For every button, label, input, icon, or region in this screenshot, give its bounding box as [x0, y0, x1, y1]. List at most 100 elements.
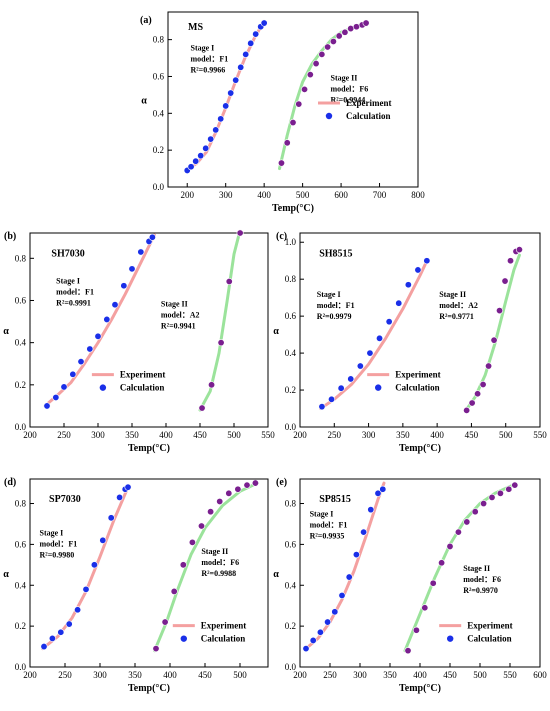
- stage-1-annotation: Stage I: [310, 510, 334, 519]
- calculation-point-stage-2: [152, 645, 160, 653]
- calculation-point-stage-2: [243, 481, 251, 489]
- chart-panel-5: (e) 200 250 300 350 400 450 500 550 600 0.0 0.2 0.4 0…: [273, 477, 547, 694]
- calculation-point-stage-1: [187, 163, 195, 171]
- y-axis-label: α: [141, 96, 147, 107]
- calculation-point-stage-1: [207, 135, 215, 143]
- calculation-point-stage-2: [198, 522, 206, 530]
- calculation-point-stage-1: [379, 485, 387, 493]
- x-axis-label: Temp(°C): [128, 683, 170, 694]
- y-tick-label: 0.8: [15, 253, 27, 263]
- calculation-point-stage-1: [374, 489, 382, 497]
- legend-calculation-swatch: [99, 384, 107, 391]
- y-tick-label: 0.6: [153, 71, 165, 81]
- calculation-point-stage-2: [362, 19, 370, 27]
- calculation-point-stage-2: [207, 508, 215, 516]
- x-tick-label: 250: [328, 430, 342, 440]
- calculation-point-stage-1: [237, 63, 245, 71]
- calculation-point-stage-2: [329, 37, 337, 45]
- calculation-point-stage-1: [338, 591, 346, 599]
- stage-2-annotation: model：F6: [463, 575, 501, 584]
- calculation-point-stage-2: [306, 71, 314, 79]
- calculation-point-stage-2: [283, 139, 291, 147]
- calculation-point-stage-1: [302, 645, 310, 653]
- calculation-point-stage-2: [485, 362, 493, 370]
- calculation-point-stage-1: [247, 39, 255, 47]
- experiment-line-stage-2: [153, 481, 259, 653]
- x-tick-label: 800: [411, 190, 425, 200]
- x-axis-label: Temp(°C): [272, 203, 314, 214]
- calculation-point-stage-1: [316, 628, 324, 636]
- experiment-line-stage-2: [198, 231, 241, 412]
- stage-1-annotation: model：F1: [310, 521, 348, 530]
- x-axis-label: Temp(°C): [128, 443, 170, 454]
- panel-label: (b): [4, 231, 16, 242]
- stage-2-annotation: model：A2: [161, 311, 200, 320]
- calculation-point-stage-1: [52, 393, 60, 401]
- x-tick-label: 450: [465, 430, 479, 440]
- stage-1-annotation: R²=0.9980: [40, 550, 75, 559]
- calculation-point-stage-1: [356, 362, 364, 370]
- chart-panel-1: (a) 200 300 400 500 600 700 800 0.0 0.2 0.4 0.6 0.8 T…: [140, 11, 425, 214]
- x-tick-label: 500: [227, 430, 241, 440]
- y-tick-label: 0.0: [153, 182, 165, 192]
- y-tick-label: 1.0: [285, 237, 297, 247]
- stage-1-annotation: R²=0.9966: [191, 66, 226, 75]
- calculation-point-stage-2: [295, 100, 303, 108]
- calculation-point-stage-1: [99, 536, 107, 544]
- stage-2-annotation: Stage II: [161, 300, 188, 309]
- calculation-point-stage-2: [479, 381, 487, 389]
- calculation-point-stage-1: [197, 152, 205, 160]
- x-tick-label: 400: [430, 430, 444, 440]
- calculation-point-stage-2: [170, 587, 178, 595]
- calculation-point-stage-2: [490, 336, 498, 344]
- chart-panel-3: (c) 200 250 300 350 400 450 500 550 0.0 0.2 0.4 0.6 0…: [273, 231, 547, 454]
- calculation-point-stage-2: [404, 647, 412, 655]
- x-tick-label: 350: [128, 670, 142, 680]
- calculation-point-stage-2: [217, 339, 225, 347]
- chart-title: SP8515: [319, 494, 351, 505]
- x-tick-label: 500: [296, 190, 310, 200]
- calculation-point-stage-1: [202, 144, 210, 152]
- calculation-point-stage-2: [507, 257, 515, 265]
- calculation-point-stage-2: [505, 485, 513, 493]
- calculation-point-stage-2: [480, 500, 488, 508]
- calculation-point-stage-1: [90, 561, 98, 569]
- stage-1-annotation: R²=0.9991: [56, 298, 91, 307]
- stage-2-annotation: Stage II: [331, 73, 358, 82]
- calculation-point-stage-1: [192, 157, 200, 165]
- calculation-point-stage-1: [324, 618, 332, 626]
- x-tick-label: 200: [293, 670, 307, 680]
- calculation-point-stage-2: [161, 618, 169, 626]
- legend-calculation-swatch: [180, 635, 187, 642]
- calculation-point-stage-1: [232, 76, 240, 84]
- calculation-point-stage-2: [463, 518, 471, 526]
- calculation-point-stage-1: [309, 636, 317, 644]
- y-tick-label: 0.0: [285, 662, 297, 672]
- stage-2-annotation: model：F6: [201, 558, 239, 567]
- calculation-point-stage-1: [82, 585, 90, 593]
- calculation-point-stage-2: [324, 43, 332, 51]
- calculation-point-stage-1: [137, 248, 145, 256]
- x-tick-label: 600: [334, 190, 348, 200]
- x-tick-label: 300: [93, 670, 107, 680]
- stage-1-annotation: model：F1: [191, 55, 229, 64]
- calculation-point-stage-2: [488, 493, 496, 501]
- calculation-point-stage-1: [94, 332, 102, 340]
- plot-frame: [29, 232, 269, 428]
- stage-1-annotation: Stage I: [40, 528, 64, 537]
- x-tick-label: 550: [503, 670, 517, 680]
- calculation-point-stage-2: [471, 508, 479, 516]
- stage-2-annotation: R²=0.9988: [201, 569, 236, 578]
- calculation-point-stage-2: [251, 479, 259, 487]
- calculation-point-stage-1: [124, 483, 132, 491]
- x-tick-label: 450: [193, 430, 207, 440]
- stage-2-annotation: R²=0.9970: [463, 586, 498, 595]
- chart-title: SH7030: [51, 248, 84, 259]
- y-tick-label: 0.8: [153, 35, 165, 45]
- stage-1-annotation: R²=0.9935: [310, 532, 345, 541]
- calculation-point-stage-1: [65, 620, 73, 628]
- stage-2-annotation: R²=0.9944: [331, 95, 366, 104]
- legend-calculation-label: Calculation: [395, 383, 440, 393]
- y-tick-label: 0.2: [285, 385, 296, 395]
